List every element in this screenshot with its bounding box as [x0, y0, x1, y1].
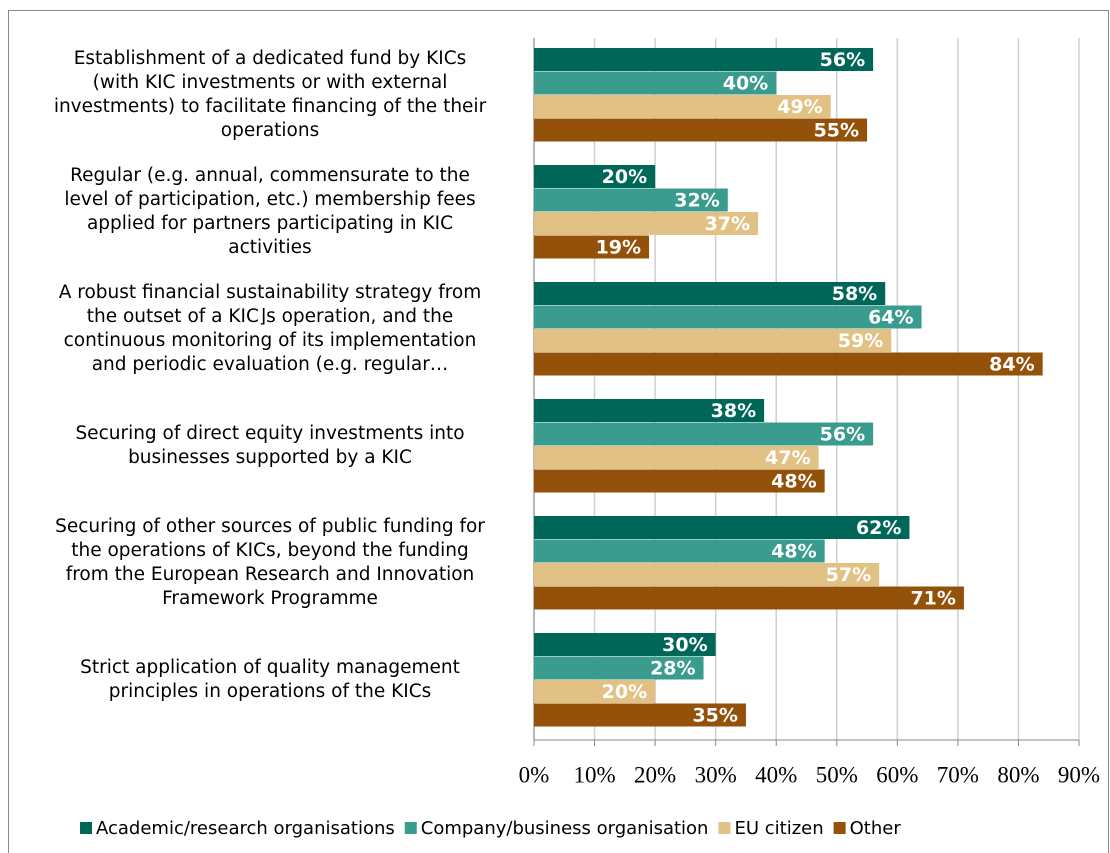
value-label: 62% — [856, 517, 901, 539]
bar — [534, 446, 819, 469]
bar — [534, 422, 874, 446]
category-label: Securing of other sources of public fund… — [55, 515, 485, 609]
bar — [534, 212, 759, 235]
value-label: 35% — [692, 705, 737, 727]
value-label: 40% — [723, 73, 768, 95]
bar — [534, 282, 886, 305]
x-tick-label: 30% — [695, 762, 737, 787]
bar — [534, 329, 892, 352]
bar — [534, 563, 880, 586]
value-label: 84% — [989, 354, 1034, 376]
bar — [534, 352, 1043, 376]
frame — [8, 10, 1109, 853]
x-tick-label: 70% — [937, 762, 979, 787]
x-tick-label: 60% — [876, 762, 918, 787]
legend-swatch — [718, 822, 731, 834]
legend-label: EU citizen — [734, 818, 823, 839]
x-tick-label: 0% — [519, 762, 550, 787]
value-label: 71% — [910, 588, 955, 610]
value-label: 64% — [868, 307, 913, 329]
bar — [534, 165, 656, 188]
legend-label: Academic/research organisations — [96, 818, 395, 839]
category-label: Strict application of quality management… — [80, 656, 460, 702]
x-tick-label: 20% — [634, 762, 676, 787]
value-label: 56% — [820, 49, 865, 71]
bar — [534, 188, 728, 212]
value-label: 20% — [602, 681, 647, 703]
value-label: 56% — [820, 424, 865, 446]
category-label: Establishment of a dedicated fund by KIC… — [53, 47, 487, 141]
x-tick-label: 50% — [816, 762, 858, 787]
legend-swatch — [404, 822, 417, 834]
bar — [534, 586, 964, 610]
legend-swatch — [833, 822, 846, 834]
value-label: 48% — [771, 541, 816, 563]
value-label: 48% — [771, 471, 816, 493]
category-label: Regular (e.g. annual, commensurate to th… — [64, 164, 476, 258]
x-tick-label: 40% — [755, 762, 797, 787]
x-tick-label: 10% — [573, 762, 615, 787]
value-label: 28% — [650, 658, 695, 680]
bar — [534, 118, 868, 142]
legend-swatch — [80, 822, 92, 834]
value-label: 55% — [814, 120, 859, 142]
value-label: 58% — [832, 283, 877, 305]
value-label: 47% — [765, 447, 810, 469]
bar — [534, 235, 650, 259]
category-label: Securing of direct equity investments in… — [75, 422, 465, 468]
value-label: 38% — [711, 400, 756, 422]
bar — [534, 703, 746, 727]
value-label: 19% — [596, 237, 641, 259]
legend-label: Company/business organisation — [421, 818, 709, 839]
value-label: 49% — [777, 96, 822, 118]
value-label: 57% — [826, 564, 871, 586]
bar — [534, 399, 765, 422]
bar — [534, 305, 922, 329]
value-label: 37% — [705, 213, 750, 235]
bar — [534, 633, 716, 656]
bar — [534, 680, 656, 703]
value-label: 32% — [674, 190, 719, 212]
x-tick-label: 90% — [1058, 762, 1100, 787]
value-label: 30% — [662, 634, 707, 656]
category-label: A robust financial sustainability strate… — [58, 281, 482, 375]
value-label: 59% — [838, 330, 883, 352]
bar — [534, 469, 825, 493]
legend-label: Other — [850, 818, 902, 839]
bar — [534, 48, 874, 71]
bar — [534, 656, 704, 680]
bar — [534, 95, 831, 118]
x-tick-label: 80% — [997, 762, 1039, 787]
value-label: 20% — [602, 166, 647, 188]
bar — [534, 539, 825, 563]
bar — [534, 516, 910, 539]
bar — [534, 71, 777, 95]
